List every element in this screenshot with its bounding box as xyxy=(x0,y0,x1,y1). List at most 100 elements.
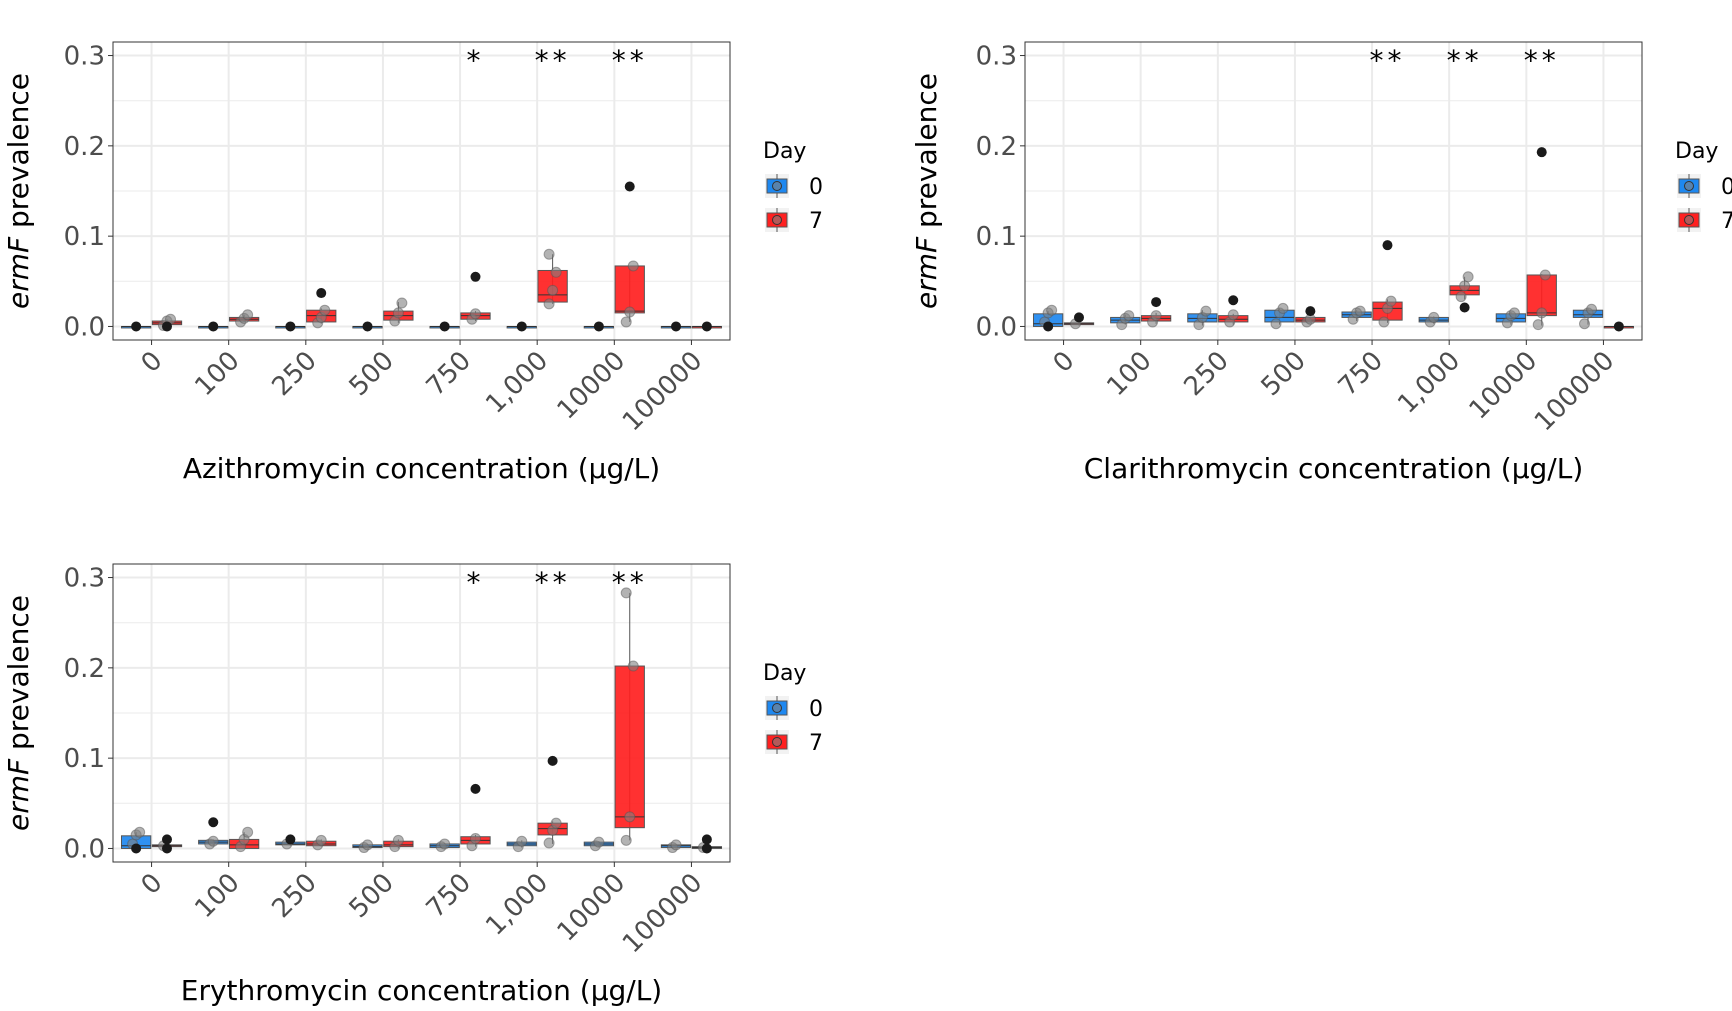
data-point xyxy=(543,837,555,849)
significance-mark: ** xyxy=(1524,44,1560,77)
outlier-point xyxy=(208,817,219,828)
box-0-250 xyxy=(1187,305,1218,331)
box-0-100 xyxy=(1110,310,1141,331)
outlier-point xyxy=(1382,240,1393,251)
legend-title: Day xyxy=(763,661,806,686)
data-point xyxy=(1532,319,1544,331)
panel-border xyxy=(1024,41,1643,341)
legend-entry-0: 0 xyxy=(1677,174,1732,200)
box-7-10000 xyxy=(614,587,645,846)
y-tick-label: 0.0 xyxy=(976,312,1017,342)
box-7-250 xyxy=(306,288,337,329)
data-point xyxy=(627,260,639,272)
x-axis-label: Azithromycin concentration (μg/L) xyxy=(183,452,660,485)
box-0-100 xyxy=(198,321,229,332)
data-point xyxy=(547,284,559,296)
box-0-500 xyxy=(352,839,383,854)
data-point xyxy=(469,308,481,320)
outlier-point xyxy=(671,321,682,332)
x-tick-label: 100 xyxy=(189,868,245,924)
x-tick-label: 100000 xyxy=(1529,346,1620,437)
box-7-10000 xyxy=(614,181,645,328)
significance-mark: ** xyxy=(612,566,648,599)
legend-key-point xyxy=(772,181,782,191)
data-point xyxy=(516,835,528,847)
significance-mark: * xyxy=(466,566,484,599)
box-7-100000 xyxy=(691,834,723,854)
outlier-point xyxy=(1228,295,1239,306)
x-tick-label: 250 xyxy=(1178,346,1234,402)
box-7-100 xyxy=(228,309,260,328)
x-tick-label: 500 xyxy=(1256,346,1312,402)
outlier-point xyxy=(208,321,219,332)
x-tick-label: 0 xyxy=(136,346,169,379)
outlier-point xyxy=(316,288,327,299)
legend-entry-7: 7 xyxy=(1677,208,1732,234)
legend-label: 7 xyxy=(809,209,823,234)
significance-mark: ** xyxy=(535,566,571,599)
x-tick-label: 500 xyxy=(344,346,400,402)
x-axis-label: Clarithromycin concentration (μg/L) xyxy=(1084,452,1584,485)
outlier-point xyxy=(285,834,296,845)
box-7-100 xyxy=(1140,297,1172,328)
panel-c: * ** **0.00.10.20.30 100 250 500 750 1,00010000… xyxy=(2,563,823,1007)
x-tick-label: 750 xyxy=(421,868,477,924)
x-tick-label: 100 xyxy=(1101,346,1157,402)
box-7-100000 xyxy=(1603,321,1635,332)
data-point xyxy=(392,307,404,319)
legend-entry-0: 0 xyxy=(765,174,823,200)
box-7-0 xyxy=(151,834,183,854)
box-7-750 xyxy=(460,783,491,852)
box-0-250 xyxy=(275,834,306,850)
outlier-point xyxy=(1459,302,1470,313)
x-axis-label: Erythromycin concentration (μg/L) xyxy=(181,974,662,1007)
x-tick-label: 100 xyxy=(189,346,245,402)
significance-mark: ** xyxy=(1369,44,1405,77)
box-7-100 xyxy=(228,826,260,853)
data-point xyxy=(1354,305,1366,317)
outlier-point xyxy=(1536,147,1547,158)
data-point xyxy=(620,587,632,599)
outlier-point xyxy=(1151,297,1162,308)
data-point xyxy=(670,839,682,851)
legend-key-point xyxy=(1684,181,1694,191)
legend-label: 0 xyxy=(809,175,823,200)
x-tick-label: 1,000 xyxy=(480,346,554,420)
box-0-10000 xyxy=(583,321,615,332)
data-point xyxy=(1459,280,1471,292)
data-point xyxy=(392,834,404,846)
data-point xyxy=(1455,291,1467,303)
y-axis-label-gene: ermF xyxy=(2,236,35,309)
y-tick-label: 0.1 xyxy=(976,222,1017,252)
legend-label: 0 xyxy=(1721,175,1732,200)
data-point xyxy=(627,660,639,672)
data-point xyxy=(1578,318,1590,330)
legend-label: 7 xyxy=(1721,209,1732,234)
y-tick-label: 0.3 xyxy=(976,42,1017,72)
box-0-500 xyxy=(1264,302,1295,330)
box-7-250 xyxy=(1218,295,1249,328)
box-7-10000 xyxy=(1526,147,1557,331)
data-point xyxy=(1150,310,1162,322)
data-point xyxy=(624,306,636,318)
data-point xyxy=(1200,305,1212,317)
data-point xyxy=(1277,302,1289,314)
data-point xyxy=(362,839,374,851)
box-0-100 xyxy=(198,817,229,850)
data-point xyxy=(620,834,632,846)
data-point xyxy=(1508,307,1520,319)
data-point xyxy=(1227,309,1239,321)
data-point xyxy=(550,266,562,278)
data-point xyxy=(620,316,632,328)
data-point xyxy=(1046,304,1058,316)
box-0-0 xyxy=(1032,304,1064,332)
x-tick-label: 0 xyxy=(1048,346,1081,379)
data-point xyxy=(1428,311,1440,323)
outlier-point xyxy=(1073,312,1084,323)
y-axis-label: ermF prevalence xyxy=(2,73,35,309)
data-point xyxy=(624,811,636,823)
data-point xyxy=(1462,271,1474,283)
box-7-750 xyxy=(460,271,491,325)
